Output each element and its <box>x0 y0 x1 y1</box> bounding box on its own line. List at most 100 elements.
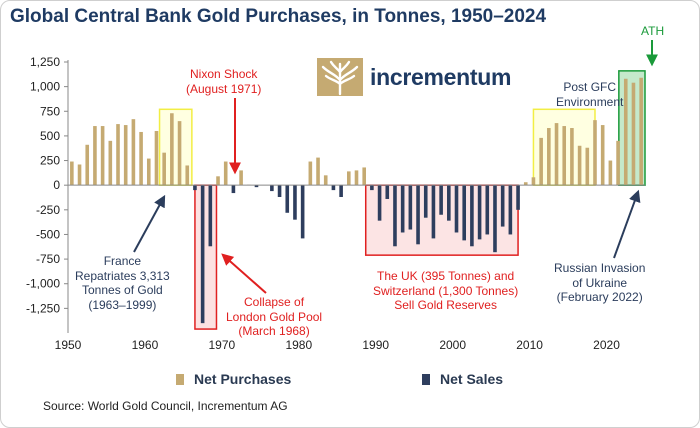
bar-1951 <box>78 164 82 185</box>
bar-2007 <box>509 185 513 234</box>
bar-1983 <box>324 175 328 185</box>
bar-1963 <box>170 113 174 185</box>
bar-1966 <box>193 185 197 190</box>
bar-1956 <box>116 124 120 185</box>
bar-1990 <box>378 185 382 220</box>
legend-net-sales: Net Sales <box>422 371 503 387</box>
bar-1994 <box>409 185 413 229</box>
bar-1958 <box>132 119 136 185</box>
bar-1965 <box>185 165 189 185</box>
bar-2014 <box>562 126 566 185</box>
x-tick-label: 1960 <box>132 338 159 352</box>
x-tick-label: 1990 <box>362 338 389 352</box>
bar-2003 <box>478 185 482 239</box>
bar-1964 <box>178 121 182 185</box>
legend-net-purchases: Net Purchases <box>176 371 291 387</box>
london-pool-arrow <box>223 255 266 293</box>
bar-2001 <box>462 185 466 240</box>
y-tick-label: -1,250 <box>26 301 60 315</box>
bar-2020 <box>609 161 613 186</box>
bar-1985 <box>339 185 343 197</box>
bar-1984 <box>332 185 336 190</box>
bar-2012 <box>547 128 551 185</box>
bar-1978 <box>285 185 289 213</box>
bar-1999 <box>447 185 451 220</box>
bar-1959 <box>139 132 143 185</box>
y-tick-label: -250 <box>36 203 60 217</box>
bar-2018 <box>593 120 597 185</box>
bar-1976 <box>270 185 274 191</box>
bar-1968 <box>209 185 213 246</box>
bar-1972 <box>239 170 243 185</box>
bar-2013 <box>555 123 559 185</box>
bar-2024 <box>639 78 643 185</box>
bar-2004 <box>485 185 489 234</box>
bar-1993 <box>401 185 405 232</box>
bar-1996 <box>424 185 428 218</box>
post-gfc-annotation: Post GFC Environment <box>556 80 623 109</box>
bar-2016 <box>578 146 582 185</box>
bar-1998 <box>439 185 443 215</box>
bar-1957 <box>124 125 128 185</box>
y-tick-label: 1,000 <box>30 80 60 94</box>
bar-1982 <box>316 158 320 186</box>
russia-annotation: Russian Invasion of Ukraine (February 2022… <box>554 261 645 305</box>
uk-switzerland-annotation: The UK (395 Tonnes) and Switzerland (1,30… <box>373 269 518 313</box>
y-tick-label: 1,250 <box>30 55 60 69</box>
x-axis-ticks: 1950 1960 1970 1980 1990 2000 2010 2020 <box>55 338 621 352</box>
bar-1952 <box>85 145 89 185</box>
y-axis-ticks: 1,250 1,000 750 500 250 0 -250 -500 -750 -1,000 -1… <box>26 55 68 315</box>
bar-2015 <box>570 128 574 185</box>
y-tick-label: -500 <box>36 227 60 241</box>
bar-1961 <box>155 131 159 185</box>
bar-1997 <box>432 185 436 238</box>
ath-annotation: ATH <box>641 24 664 39</box>
y-tick-label: -1,000 <box>26 277 60 291</box>
bar-1991 <box>385 185 389 199</box>
bar-2011 <box>539 138 543 185</box>
bar-2019 <box>601 125 605 185</box>
bar-2002 <box>470 185 474 246</box>
y-tick-label: 250 <box>40 154 60 168</box>
bar-1981 <box>309 162 313 186</box>
france-annotation: France Repatriates 3,313 Tonnes of Gold (19… <box>75 254 170 312</box>
y-tick-label: -750 <box>36 252 60 266</box>
x-tick-label: 1950 <box>55 338 82 352</box>
x-tick-label: 2000 <box>439 338 466 352</box>
russia-arrow <box>614 192 638 258</box>
bar-1992 <box>393 185 397 246</box>
bar-2023 <box>632 83 636 185</box>
bar-1953 <box>93 126 97 185</box>
source-note: Source: World Gold Council, Incrementum … <box>43 399 288 413</box>
bar-1962 <box>162 153 166 186</box>
legend-swatch-sales <box>422 374 430 385</box>
bar-2005 <box>493 185 497 252</box>
france-arrow <box>134 197 164 252</box>
bar-1971 <box>232 185 236 193</box>
y-tick-label: 750 <box>40 104 60 118</box>
bar-2021 <box>616 141 620 185</box>
bar-1980 <box>301 185 305 238</box>
x-tick-label: 1970 <box>209 338 236 352</box>
bar-1987 <box>355 170 359 185</box>
bar-1995 <box>416 185 420 244</box>
legend-swatch-purchases <box>176 374 184 385</box>
bar-1986 <box>347 171 351 185</box>
bar-1970 <box>224 162 228 186</box>
bar-1988 <box>362 167 366 185</box>
bar-2008 <box>516 185 520 210</box>
london-pool-highlight-box <box>195 185 217 329</box>
x-tick-label: 2010 <box>516 338 543 352</box>
bar-1955 <box>109 141 113 185</box>
london-pool-annotation: Collapse of London Gold Pool (March 1968) <box>226 295 322 339</box>
y-tick-label: 0 <box>53 178 60 192</box>
x-tick-label: 2020 <box>593 338 620 352</box>
bar-chart: 1,2501,0007505002500-250-500-750-1,000-1… <box>0 0 700 428</box>
bar-1967 <box>201 185 205 323</box>
bar-2010 <box>532 177 536 185</box>
bar-2000 <box>455 185 459 232</box>
bar-1954 <box>101 126 105 185</box>
bar-1969 <box>216 176 220 185</box>
bar-1989 <box>370 185 374 190</box>
bar-1979 <box>293 185 297 219</box>
